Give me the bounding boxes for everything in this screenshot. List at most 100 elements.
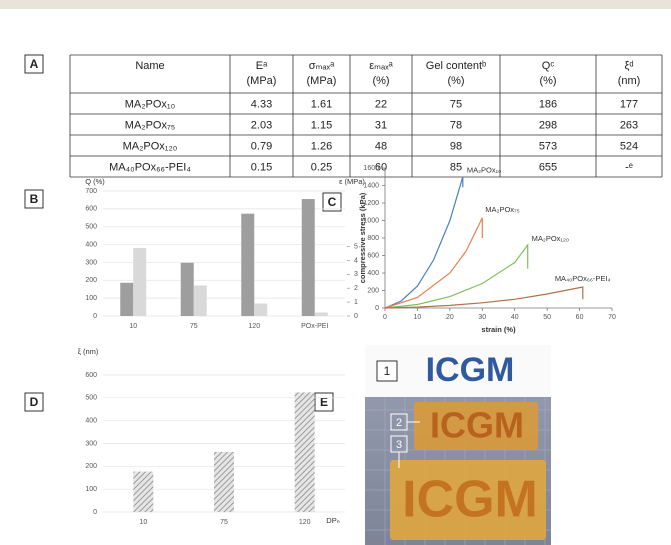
table-cell: MA₂POx₁₀	[125, 98, 175, 110]
table-cell: 0.15	[251, 161, 272, 173]
y2-tick-label: 2	[354, 285, 358, 292]
table-cell: 186	[539, 98, 557, 110]
logo: ICGM	[426, 351, 515, 389]
photo: ICGM ICGM ICGM 1 2 3	[365, 345, 551, 545]
y-tick-label: 100	[85, 486, 97, 493]
y-tick-label: 100	[85, 295, 97, 302]
panel-box	[322, 192, 342, 212]
y-tick-label: 200	[85, 463, 97, 470]
table-cell: 2.03	[251, 119, 272, 131]
table-cell: MA₂POx₇₅	[125, 119, 175, 131]
panel-box	[24, 54, 44, 74]
table-cell: 1.61	[311, 98, 332, 110]
bar	[254, 303, 268, 316]
panel-letter: B	[30, 192, 39, 206]
y-tick-label: 800	[367, 235, 379, 242]
bar	[294, 392, 315, 512]
y2-tick-label: 3	[354, 271, 358, 278]
table-header: Gel contentᵇ	[426, 60, 486, 72]
table-header: (nm)	[618, 75, 641, 87]
y-tick-label: 600	[367, 252, 379, 259]
y-tick-label: 700	[85, 188, 97, 195]
y2-tick-label: 5	[354, 243, 358, 250]
y2-tick-label: 0	[354, 313, 358, 320]
x-tick-label: 10	[414, 314, 422, 321]
x-tick-label: 10	[129, 323, 137, 330]
bar	[214, 451, 234, 512]
table-header: (MPa)	[247, 75, 277, 87]
top-band	[0, 0, 671, 9]
panel-box	[24, 189, 44, 209]
table-cell: 31	[375, 119, 387, 131]
y-tick-label: 0	[93, 509, 97, 516]
y2-axis-label: ε (MPa)	[339, 177, 365, 186]
x-tick-label: 75	[190, 323, 198, 330]
x-tick-label: 30	[478, 314, 486, 321]
bar	[120, 282, 134, 316]
bar	[133, 471, 154, 512]
table-cell: 655	[539, 161, 557, 173]
line	[384, 243, 529, 309]
y-tick-label: 400	[85, 418, 97, 425]
table-cell: -ᵉ	[625, 161, 633, 173]
sample-label: 1	[384, 364, 391, 378]
x-tick-label: 20	[446, 314, 454, 321]
table-cell: 0.25	[311, 161, 332, 173]
x-tick-label: 120	[248, 323, 260, 330]
y-tick-label: 200	[367, 287, 379, 294]
table-cell: 78	[450, 119, 462, 131]
table-cell: 524	[620, 140, 638, 152]
panel-letter: C	[328, 195, 337, 209]
y-tick-label: 1600	[363, 165, 379, 172]
bar	[193, 285, 207, 316]
line	[384, 286, 584, 309]
x-tick-label: 40	[511, 314, 519, 321]
y-tick-label: 300	[85, 440, 97, 447]
x-axis-label: DPₙ	[326, 516, 339, 525]
table-cell: 573	[539, 140, 557, 152]
y-axis-label: Q (%)	[85, 177, 105, 186]
table-cell: 1.26	[311, 140, 332, 152]
table-cell: 263	[620, 119, 638, 131]
table-header: (%)	[372, 75, 389, 87]
table-cell: MA₄₀POx₆₆-PEI₄	[109, 161, 191, 173]
panel-box	[24, 392, 44, 412]
table-cell: 177	[620, 98, 638, 110]
x-tick-label: 70	[608, 314, 616, 321]
series-label: MA₂POx₁₀	[467, 166, 501, 175]
y-tick-label: 0	[375, 305, 379, 312]
x-tick-label: POx-PEI	[301, 323, 328, 330]
y-tick-label: 1000	[363, 217, 379, 224]
table-cell: 4.33	[251, 98, 272, 110]
table-header: Eᵃ	[256, 60, 268, 72]
series-label: MA₂POx₇₅	[485, 205, 519, 214]
x-tick-label: 10	[139, 519, 147, 526]
table-cell: MA₂POx₁₂₀	[123, 140, 178, 152]
y-tick-label: 1400	[363, 182, 379, 189]
y-tick-label: 500	[85, 395, 97, 402]
y-tick-label: 500	[85, 224, 97, 231]
sample-label: 3	[396, 439, 402, 451]
table-cell: 1.15	[311, 119, 332, 131]
table-cell: 75	[450, 98, 462, 110]
bar	[241, 213, 255, 316]
series-label: MA₄₀POx₆₆-PEI₄	[555, 274, 611, 283]
y2-tick-label: 4	[354, 257, 358, 264]
table-header: (%)	[539, 75, 556, 87]
x-tick-label: 75	[220, 519, 228, 526]
embossed-text: ICGM	[402, 471, 538, 529]
table-cell: 60	[375, 161, 387, 173]
table-header: εₘₐₓᵃ	[369, 60, 393, 72]
y-tick-label: 600	[85, 206, 97, 213]
y-axis-label: compressive stress (kPa)	[358, 192, 367, 283]
table-header: (%)	[447, 75, 464, 87]
line	[384, 176, 464, 309]
y-tick-label: 400	[85, 241, 97, 248]
x-tick-label: 120	[299, 519, 311, 526]
x-tick-label: 0	[383, 314, 387, 321]
table-cell: 85	[450, 161, 462, 173]
sample-label: 2	[396, 417, 402, 429]
table-cell: 0.79	[251, 140, 272, 152]
y-tick-label: 400	[367, 270, 379, 277]
